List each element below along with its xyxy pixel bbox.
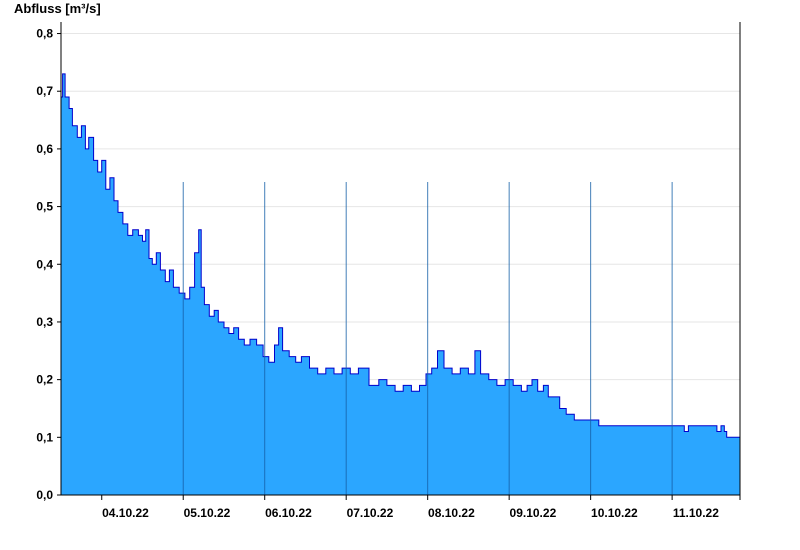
- y-tick-labels: 0,0 0,1 0,2 0,3 0,4 0,5 0,6 0,7 0,8: [36, 27, 61, 502]
- y-tick-label: 0,6: [36, 142, 53, 156]
- y-axis-label: Abfluss [m³/s]: [14, 1, 101, 16]
- y-tick-label: 0,2: [36, 373, 53, 387]
- y-tick-label: 0,5: [36, 200, 53, 214]
- y-tick-label: 0,1: [36, 430, 53, 444]
- discharge-area: [61, 73, 740, 496]
- y-tick-label: 0,3: [36, 315, 53, 329]
- y-tick-label: 0,0: [36, 488, 53, 502]
- x-tick-label: 11.10.22: [673, 506, 719, 520]
- x-tick-label: 10.10.22: [591, 506, 638, 520]
- axes: [60, 22, 741, 496]
- x-tick-label: 09.10.22: [510, 506, 557, 520]
- x-tick-labels: 04.10.22 05.10.22 06.10.22 07.10.22 08.10.22…: [101, 495, 741, 520]
- discharge-fill: [61, 73, 740, 496]
- discharge-line: [61, 73, 740, 438]
- x-tick-label: 06.10.22: [265, 506, 312, 520]
- x-tick-label: 05.10.22: [184, 506, 231, 520]
- y-tick-label: 0,4: [36, 257, 53, 271]
- x-tick-label: 07.10.22: [347, 506, 394, 520]
- y-tick-label: 0,7: [36, 84, 53, 98]
- day-separator-lines: [182, 182, 673, 495]
- x-tick-label: 04.10.22: [102, 506, 149, 520]
- x-tick-label: 08.10.22: [428, 506, 475, 520]
- y-tick-label: 0,8: [36, 27, 53, 41]
